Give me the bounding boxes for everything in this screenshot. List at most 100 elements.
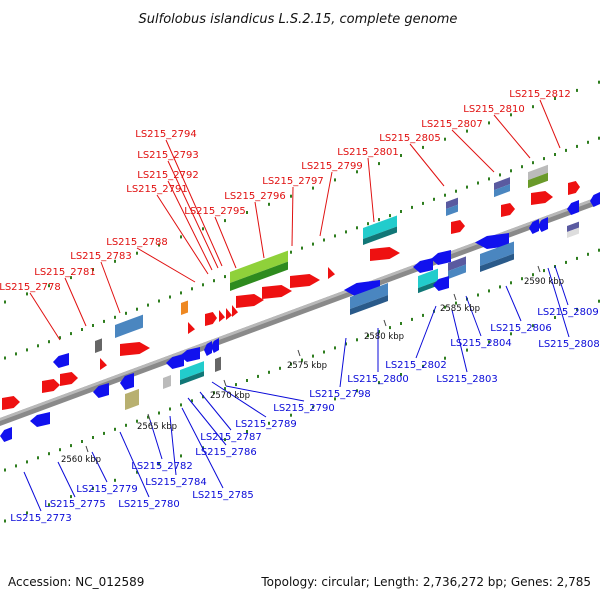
guide-dot [70,276,72,280]
leader-line-forward [319,171,333,237]
gene-label-forward: LS215_2781 [34,267,95,278]
guide-dot [158,411,160,415]
guide-dot [422,364,424,368]
guide-dot [224,219,226,223]
gene-label-forward: LS215_2797 [262,176,323,187]
gene-features [0,164,600,442]
guide-dot [532,161,534,165]
guide-dot [345,230,347,234]
leader-line-forward [539,99,561,149]
guide-dot [246,211,248,214]
gene-label-reverse: LS215_2785 [192,490,253,501]
guide-dot [202,227,204,231]
guide-dot [59,336,61,340]
guide-dot [598,299,600,303]
leader-line-reverse [119,431,150,498]
leader-line-forward [291,186,294,247]
guide-dot [125,423,127,427]
leader-line-forward [100,261,121,314]
guide-dot [334,397,336,401]
tick-mark [223,379,227,387]
guide-dot [400,373,402,376]
leader-line-reverse [339,337,347,388]
guide-dot [147,303,149,307]
leader-line-forward [64,277,87,327]
leader-line-reverse [181,407,224,489]
guide-dot [576,144,578,148]
guide-dot [400,154,402,157]
gene-feature-arrow [0,427,12,442]
guide-dot [543,269,545,273]
gene-label-reverse: LS215_2782 [131,461,192,472]
gene-label-forward: LS215_2788 [106,237,167,248]
leader-line-forward [451,129,495,173]
guide-dot [378,381,380,385]
gene-feature-box [180,371,204,386]
guide-dot [114,478,116,482]
guide-dot [433,197,435,201]
gene-feature-arrow [529,219,539,234]
guide-dot [114,427,116,431]
leader-line-forward [493,114,531,159]
guide-dot [312,186,314,190]
gene-feature-arrow [205,312,217,326]
guide-dot [213,279,215,283]
guide-dot [488,340,490,344]
guide-dot [422,145,424,149]
guide-dot [15,464,17,468]
guide-dot [70,444,72,448]
guide-dot [554,316,556,319]
gene-feature-box [480,253,514,273]
guide-dot [180,235,182,239]
leader-line-forward [165,139,223,267]
gene-feature-box [363,215,397,240]
guide-dot [158,299,160,303]
guide-dot [543,157,545,161]
guide-dot [411,317,413,321]
guide-dot [488,289,490,293]
guide-dot [48,284,50,288]
guide-dot [257,374,259,378]
guide-dot [400,210,402,213]
gene-feature-arrow [100,358,107,370]
leader-line-forward [214,216,237,269]
leader-line-reverse [23,471,42,512]
gene-label-reverse: LS215_2808 [538,339,599,350]
gene-label-reverse: LS215_2798 [309,389,370,400]
tick-label: 2575 kbp [287,361,327,371]
gene-feature-box [230,250,288,284]
guide-dot [224,387,226,391]
guide-dot [268,370,270,374]
guide-dot [367,222,369,226]
guide-dot [70,332,72,336]
gene-label-forward: LS215_2812 [509,89,570,100]
leader-line-forward [409,143,445,187]
guide-dot [466,185,468,189]
guide-dot [576,307,578,311]
guide-dot [466,129,468,133]
guide-dot [92,436,94,439]
guide-dot [510,281,512,285]
guide-dot [378,218,380,222]
gene-feature-arrow [433,276,449,291]
guide-dot [169,407,171,411]
gene-label-reverse: LS215_2773 [10,513,71,524]
tick-mark [383,319,387,327]
guide-dot [4,300,6,304]
guide-dot [323,238,325,242]
guide-dot [312,354,314,358]
gene-label-forward: LS215_2792 [137,170,198,181]
gene-label-reverse: LS215_2787 [200,432,261,443]
gene-feature-box [446,197,458,210]
gene-feature-arrow [262,285,292,299]
guide-dot [268,421,270,425]
guide-dot [521,277,523,281]
gene-label-reverse: LS215_2809 [537,307,598,318]
guide-dot [26,348,28,352]
leader-line-reverse [547,267,570,338]
guide-dot [290,194,292,198]
gene-label-reverse: LS215_2802 [385,360,446,371]
guide-dot [444,305,446,309]
gene-feature-arrow [328,267,335,279]
guide-dot [301,358,303,362]
